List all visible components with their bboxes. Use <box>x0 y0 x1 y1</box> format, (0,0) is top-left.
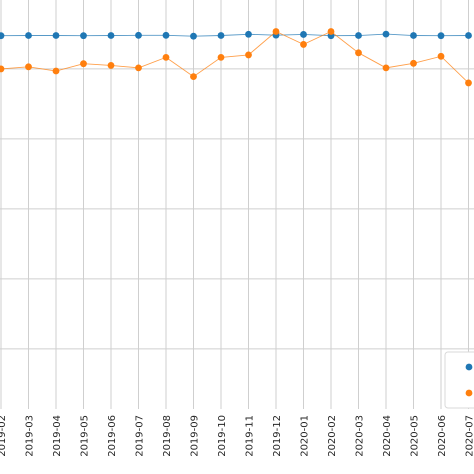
data-point <box>25 63 32 71</box>
data-point <box>80 32 87 40</box>
data-point <box>245 51 252 59</box>
data-point <box>437 32 445 40</box>
x-tick-label: 2019-09 <box>190 415 201 457</box>
x-tick-label: 2019-03 <box>25 415 36 457</box>
x-tick-label: 2019-07 <box>135 415 146 457</box>
x-tick-label: 2019-04 <box>52 415 63 457</box>
data-point <box>382 30 390 38</box>
series-1 <box>0 30 472 40</box>
data-point <box>0 32 5 40</box>
data-point <box>437 52 445 60</box>
x-tick-label: 2019-11 <box>245 415 256 457</box>
data-point <box>300 41 307 48</box>
data-point <box>80 60 87 68</box>
series-line <box>0 30 469 84</box>
data-point <box>107 62 115 69</box>
legend-marker <box>465 363 473 371</box>
data-point <box>162 53 170 61</box>
legend-marker <box>465 389 473 397</box>
x-tick-label: 2019-06 <box>107 415 118 457</box>
data-point <box>327 28 335 35</box>
legend <box>444 351 474 409</box>
x-tick-label: 2019-12 <box>272 415 283 457</box>
data-point <box>52 32 60 39</box>
data-point <box>52 67 60 75</box>
data-point <box>410 32 417 39</box>
data-point <box>135 64 142 72</box>
data-point <box>355 49 362 57</box>
data-point <box>217 53 225 61</box>
x-tick-label: 2020-03 <box>355 415 366 457</box>
x-tick-label: 2019-10 <box>217 415 228 457</box>
data-point <box>217 32 225 39</box>
data-point <box>25 32 32 39</box>
data-point <box>162 31 170 39</box>
series-2 <box>0 28 472 87</box>
series-line <box>0 33 469 37</box>
x-tick-label: 2019-02 <box>0 415 8 457</box>
x-tick-label: 2020-06 <box>437 415 448 457</box>
data-point <box>272 28 280 35</box>
x-tick-label: 2020-02 <box>327 415 338 457</box>
grid-layer <box>0 0 474 409</box>
series-layer <box>0 28 472 87</box>
data-point <box>190 73 197 81</box>
x-tick-label: 2020-01 <box>300 415 311 457</box>
x-tick-label: 2019-05 <box>80 415 91 457</box>
x-tick-labels: 2019-02 2019-03 2019-04 2019-05 2019-06 2019-… <box>0 415 474 457</box>
legend-items <box>465 363 473 397</box>
data-point <box>355 32 362 39</box>
data-point <box>300 31 307 38</box>
x-tick-label: 2020-07 <box>465 415 474 457</box>
data-point <box>465 79 472 87</box>
x-tick-label: 2020-05 <box>410 415 421 457</box>
data-point <box>410 59 417 67</box>
data-point <box>135 31 142 39</box>
x-tick-label: 2020-04 <box>382 415 393 457</box>
data-point <box>190 32 197 40</box>
legend-box <box>444 351 474 409</box>
data-point <box>382 64 390 72</box>
data-point <box>245 30 252 38</box>
data-point <box>465 32 472 39</box>
data-point <box>107 32 115 39</box>
data-point <box>0 65 5 73</box>
x-tick-label: 2019-08 <box>162 415 173 457</box>
